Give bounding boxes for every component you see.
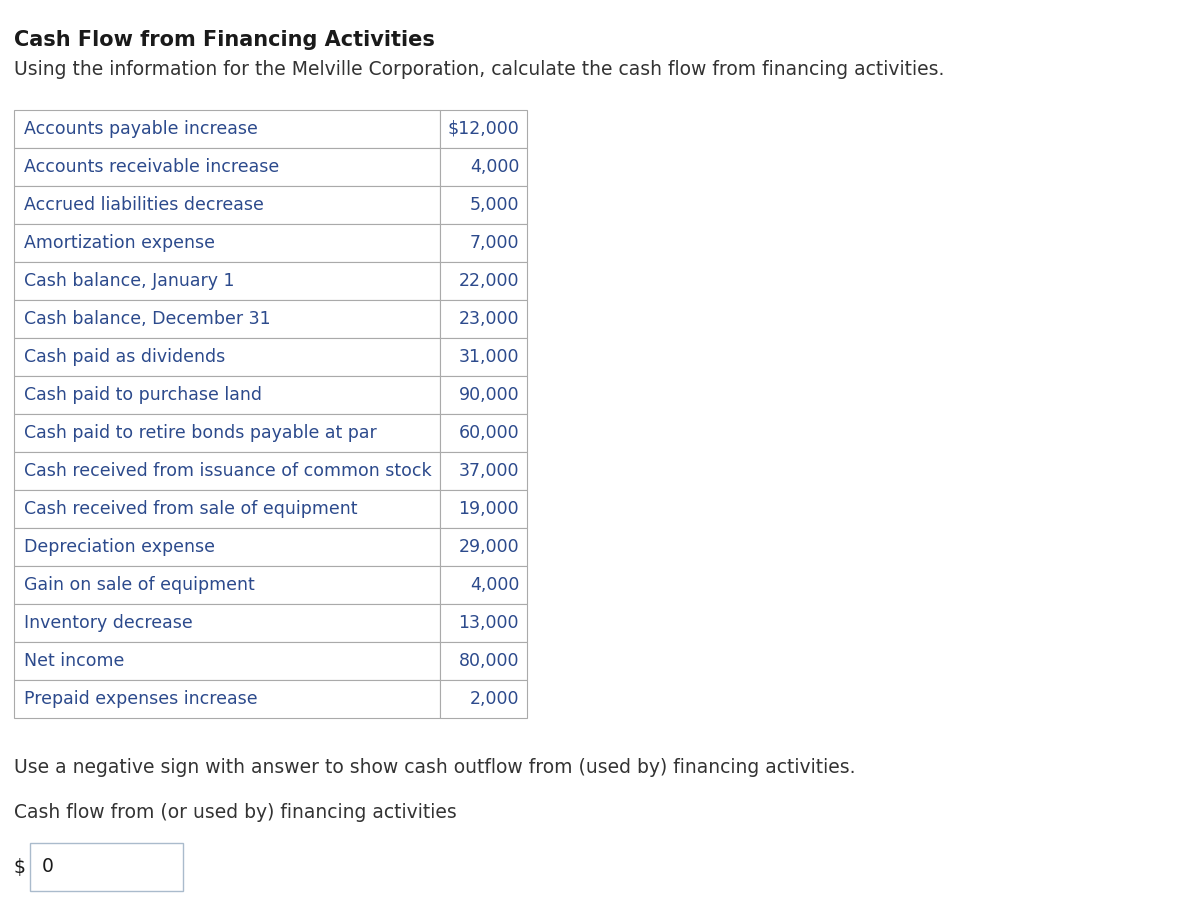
Text: 23,000: 23,000 [458,310,520,328]
Bar [14,604,440,642]
Bar [440,414,527,452]
Text: Cash Flow from Financing Activities: Cash Flow from Financing Activities [14,30,434,50]
Text: Cash paid to purchase land: Cash paid to purchase land [24,386,262,404]
Bar [14,300,440,338]
Bar [14,452,440,490]
Bar [14,414,440,452]
Text: Cash balance, December 31: Cash balance, December 31 [24,310,270,328]
Text: 4,000: 4,000 [469,158,520,176]
Text: 22,000: 22,000 [458,272,520,290]
Text: Use a negative sign with answer to show cash outflow from (used by) financing ac: Use a negative sign with answer to show … [14,758,856,777]
Bar [440,680,527,718]
Bar [440,338,527,376]
Bar [440,642,527,680]
Text: Accounts payable increase: Accounts payable increase [24,120,258,138]
Bar [440,148,527,186]
Bar [440,604,527,642]
Bar [440,376,527,414]
Bar [14,262,440,300]
Bar [14,528,440,566]
Text: 5,000: 5,000 [469,196,520,214]
Text: Cash paid as dividends: Cash paid as dividends [24,348,226,366]
Bar [440,490,527,528]
Text: $: $ [14,857,25,877]
Bar [440,452,527,490]
Text: 29,000: 29,000 [458,538,520,556]
Bar [440,566,527,604]
Bar [30,843,184,891]
Text: Cash balance, January 1: Cash balance, January 1 [24,272,234,290]
Text: Gain on sale of equipment: Gain on sale of equipment [24,576,254,594]
Text: 4,000: 4,000 [469,576,520,594]
Text: 13,000: 13,000 [458,614,520,632]
Text: Cash received from sale of equipment: Cash received from sale of equipment [24,500,358,518]
Text: 60,000: 60,000 [458,424,520,442]
Text: Amortization expense: Amortization expense [24,234,215,252]
Bar [440,528,527,566]
Text: Net income: Net income [24,652,124,670]
Bar [14,110,440,148]
Bar [14,680,440,718]
Text: 7,000: 7,000 [469,234,520,252]
Bar [14,148,440,186]
Text: 0: 0 [42,857,54,877]
Text: 19,000: 19,000 [458,500,520,518]
Text: $12,000: $12,000 [448,120,520,138]
Bar [14,338,440,376]
Bar [14,224,440,262]
Text: Accrued liabilities decrease: Accrued liabilities decrease [24,196,264,214]
Bar [440,300,527,338]
Bar [440,224,527,262]
Bar [14,186,440,224]
Text: Cash flow from (or used by) financing activities: Cash flow from (or used by) financing ac… [14,803,457,822]
Bar [440,186,527,224]
Bar [14,566,440,604]
Text: Cash received from issuance of common stock: Cash received from issuance of common st… [24,462,432,480]
Bar [440,262,527,300]
Text: Cash paid to retire bonds payable at par: Cash paid to retire bonds payable at par [24,424,377,442]
Text: 90,000: 90,000 [458,386,520,404]
Text: 2,000: 2,000 [469,690,520,708]
Bar [14,642,440,680]
Text: Prepaid expenses increase: Prepaid expenses increase [24,690,258,708]
Bar [14,376,440,414]
Text: Using the information for the Melville Corporation, calculate the cash flow from: Using the information for the Melville C… [14,60,944,79]
Text: Depreciation expense: Depreciation expense [24,538,215,556]
Text: 80,000: 80,000 [458,652,520,670]
Text: 31,000: 31,000 [458,348,520,366]
Bar [14,490,440,528]
Text: 37,000: 37,000 [458,462,520,480]
Text: Accounts receivable increase: Accounts receivable increase [24,158,280,176]
Text: Inventory decrease: Inventory decrease [24,614,192,632]
Bar [440,110,527,148]
